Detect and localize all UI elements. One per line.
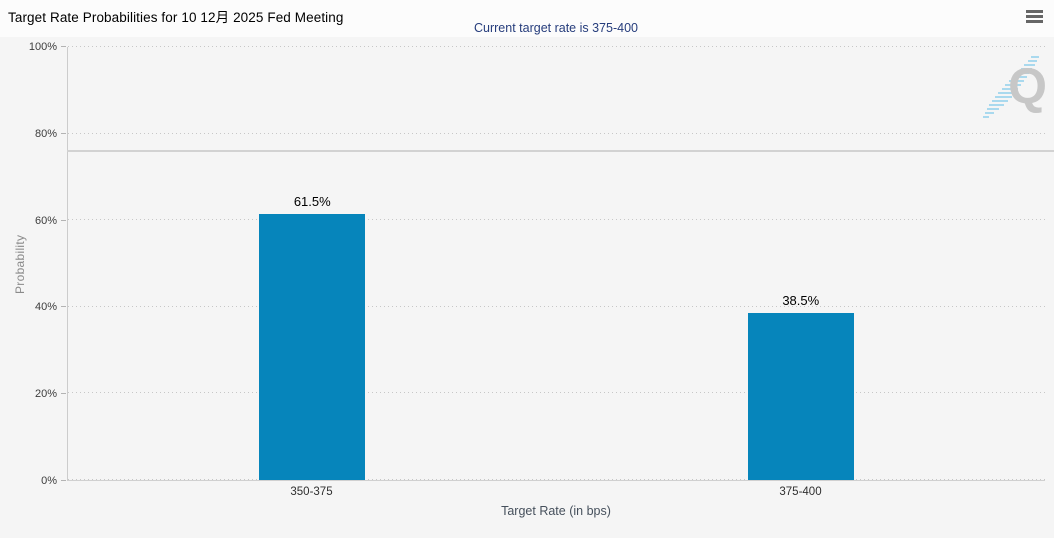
gridline [68,46,1045,47]
chart-subtitle: Current target rate is 375-400 [474,21,638,35]
plot-area: 61.5% 38.5% [67,46,1054,481]
reference-line [67,149,1054,152]
x-tick-label: 350-375 [290,486,333,498]
chart-menu-button[interactable] [1021,5,1047,27]
bar-350-375[interactable]: 61.5% [259,194,366,480]
watermark-streak-icon [983,56,1039,118]
y-tick-mark [61,306,66,308]
y-tick-mark [61,219,66,221]
bar-rect[interactable] [259,213,366,480]
gridline [68,219,1045,221]
y-tick-label: 0% [41,475,57,487]
bar-375-400[interactable]: 38.5% [747,293,854,480]
chart-title: Target Rate Probabilities for 10 12月 202… [8,10,344,25]
header-band [0,0,1054,37]
y-axis: 0% 20% 40% 60% 80% 100% [0,41,67,487]
y-tick-mark [61,393,66,395]
bar-value-label: 61.5% [293,193,331,209]
x-axis-labels: 350-375 375-400 [67,486,1045,500]
x-axis-title: Target Rate (in bps) [501,504,611,518]
gridline [68,305,1045,307]
gridline [68,132,1045,134]
y-tick-label: 20% [34,388,57,401]
bar-rect[interactable] [747,313,854,480]
gridline [68,392,1045,394]
quikstrike-watermark: Q [979,54,1051,124]
y-tick-label: 60% [34,214,57,227]
y-tick-mark [61,46,66,47]
watermark-q-letter: Q [1008,58,1047,114]
y-tick-label: 100% [28,41,57,53]
bar-value-label: 38.5% [782,293,820,309]
hamburger-icon [1025,14,1043,18]
y-tick-mark [61,132,66,134]
hamburger-icon [1025,9,1043,13]
y-tick-label: 80% [34,127,57,140]
y-tick-mark [61,480,66,481]
hamburger-icon [1025,19,1043,23]
y-tick-label: 40% [34,301,57,314]
gridline [68,479,1045,480]
x-tick-label: 375-400 [779,486,822,498]
